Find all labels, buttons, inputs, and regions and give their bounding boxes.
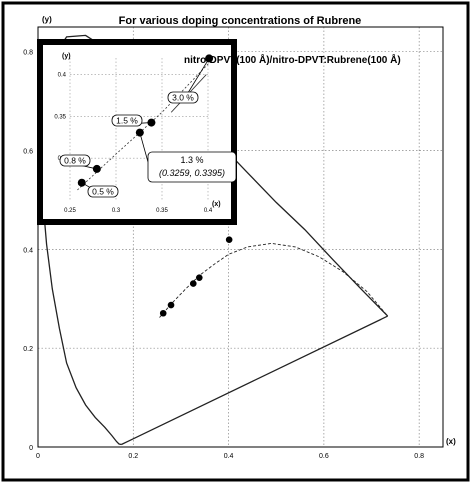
data-point: [167, 301, 175, 309]
inset-annotation: 3.0 %: [167, 54, 214, 104]
annotation-box: [59, 154, 91, 167]
inset-data-point: [92, 164, 101, 173]
inset-annotations: 0.5 % 0.8 % 1.3 % (0.3259, 0.3395) 1.5 % 3.0 …: [59, 54, 237, 198]
inset-y-axis-label: (y): [62, 53, 71, 60]
inset-x-tick-label: 0.35: [156, 208, 168, 214]
x-tick-label: 0.2: [128, 453, 138, 460]
annotation-label: 0.5 %: [92, 187, 114, 197]
y-tick-label: 0.6: [23, 149, 33, 156]
annotation-label: 3.0 %: [172, 93, 194, 103]
purple-line: [121, 315, 388, 446]
dashed-curve: [159, 242, 389, 318]
y-tick-label: 0.8: [23, 50, 33, 57]
inset-data-point: [135, 128, 144, 137]
annotation-leader: [139, 132, 149, 163]
inset: 0.250.30.350.40.30.350.4 0.5 %0.8 %1.3 %…: [37, 39, 237, 225]
inset-annotation: 1.5 %: [111, 114, 156, 127]
annotation-box: [147, 151, 237, 183]
inset-annotation: 0.5 %: [77, 178, 119, 198]
main-points: [159, 236, 233, 317]
inset-data-point: [77, 178, 86, 187]
annotation-box: [87, 185, 119, 198]
x-tick-label: 0.8: [414, 453, 424, 460]
inset-y-tick-label: 0.35: [54, 114, 66, 120]
inset-annotation: 0.8 %: [59, 154, 101, 173]
y-tick-label: 0: [29, 445, 33, 452]
y-axis-label: (y): [42, 15, 52, 24]
data-point: [189, 280, 197, 287]
annotation-label: 0.8 %: [64, 156, 86, 166]
inset-data-point: [205, 54, 214, 63]
device-label: nitro-DPVT(100 Å)/nitro-DPVT:Rubrene(100…: [184, 53, 401, 66]
x-axis-label: (x): [446, 437, 456, 446]
inset-x-tick-label: 0.3: [112, 208, 121, 214]
inset-annotation: 1.3 % (0.3259, 0.3395): [135, 128, 237, 183]
inset-dashed-curve: [77, 61, 211, 191]
inset-x-tick-label: 0.4: [204, 208, 213, 214]
annotation-label: 1.3 %: [180, 155, 203, 165]
annotation-sublabel: (0.3259, 0.3395): [159, 168, 225, 178]
data-point: [195, 274, 203, 281]
inset-x-tick-label: 0.25: [64, 208, 76, 214]
annotation-box: [111, 114, 143, 127]
main-ticks: 0 0.2 0.4 0.6 0.8 0 0.2 0.4 0.6 0.8: [23, 50, 424, 460]
plot-border: [37, 26, 444, 448]
data-point: [159, 309, 167, 317]
inset-grid: [69, 58, 209, 200]
inset-frame: [37, 39, 237, 225]
inset-data-point: [147, 118, 156, 127]
y-tick-label: 0.4: [23, 247, 33, 254]
inset-x-axis-label: (x): [212, 201, 221, 208]
x-tick-label: 0.4: [224, 453, 234, 460]
chart-title: For various doping concentrations of Rub…: [119, 15, 362, 27]
x-tick-label: 0.6: [319, 453, 329, 460]
x-tick-label: 0: [36, 453, 40, 460]
y-tick-label: 0.2: [23, 346, 33, 353]
annotation-label: 1.5 %: [116, 116, 138, 126]
inset-y-tick-label: 0.4: [58, 73, 67, 79]
annotation-box: [167, 91, 199, 104]
data-point: [225, 236, 233, 244]
